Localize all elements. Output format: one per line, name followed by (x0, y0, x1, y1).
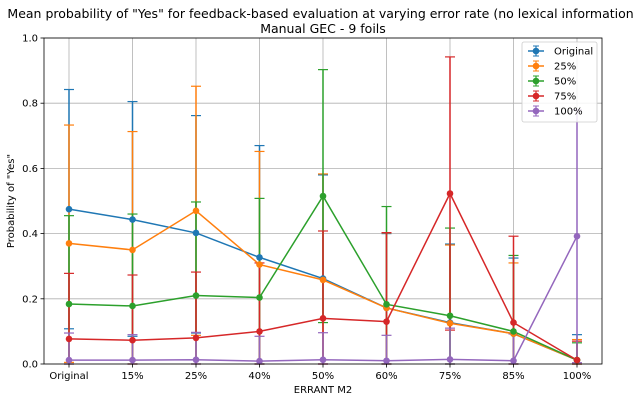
data-point-25 (256, 261, 263, 268)
data-point-original (256, 254, 263, 261)
series-points (65, 190, 581, 365)
y-tick-label: 0.0 (22, 360, 38, 371)
data-point-100 (446, 356, 454, 363)
data-point-25 (129, 246, 136, 254)
data-point-50 (256, 294, 263, 301)
data-point-100 (573, 232, 581, 240)
data-point-50 (319, 192, 327, 200)
y-tick-label: 0.2 (22, 294, 38, 305)
data-point-50 (65, 300, 73, 308)
data-point-50 (129, 302, 136, 310)
data-point-75 (256, 328, 263, 335)
y-tick-label: 0.4 (22, 229, 38, 240)
data-point-75 (65, 335, 73, 343)
data-point-75 (510, 319, 517, 326)
y-axis-label: Probability of "Yes" (6, 154, 17, 248)
chart-title: Mean probability of "Yes" for feedback-b… (7, 6, 634, 21)
legend-label-original: Original (554, 47, 593, 58)
data-point-50 (510, 328, 517, 335)
legend-label-25: 25% (554, 62, 576, 73)
y-tick-label: 1.0 (22, 34, 38, 45)
data-point-100 (129, 356, 136, 364)
data-point-75 (129, 336, 136, 344)
legend-label-100: 100% (554, 107, 583, 118)
x-tick-label: 100% (563, 371, 592, 382)
data-point-100 (383, 357, 390, 365)
data-point-100 (192, 356, 200, 364)
data-point-100 (510, 357, 517, 365)
x-tick-label: 50% (312, 371, 334, 382)
data-point-100 (256, 357, 263, 365)
data-point-100 (65, 356, 73, 364)
x-tick-label: Original (49, 371, 88, 382)
data-point-50 (192, 292, 200, 299)
x-tick-label: 25% (185, 371, 207, 382)
data-point-75 (319, 315, 327, 322)
data-point-original (192, 229, 200, 237)
legend-marker-50 (532, 77, 540, 85)
data-point-50 (383, 301, 390, 308)
data-point-75 (446, 190, 454, 197)
legend-marker-75 (532, 92, 540, 100)
x-tick-label: 60% (375, 371, 397, 382)
data-point-25 (65, 240, 73, 247)
data-point-25 (192, 207, 200, 215)
x-axis-label: ERRANT M2 (294, 385, 352, 396)
y-axis-ticks: 0.0 0.2 0.4 0.6 0.8 1.0 (22, 34, 44, 371)
x-tick-label: 85% (502, 371, 524, 382)
legend-marker-100 (532, 107, 540, 115)
data-point-original (129, 216, 136, 223)
x-tick-label: 40% (248, 371, 270, 382)
legend-marker-original (532, 47, 540, 55)
data-point-75 (383, 318, 390, 325)
data-point-25 (319, 276, 327, 284)
y-tick-label: 0.6 (22, 164, 38, 175)
data-point-75 (573, 356, 581, 364)
legend-label-50: 50% (554, 77, 576, 88)
chart-subtitle: Manual GEC - 9 foils (260, 21, 386, 36)
x-tick-label: 15% (121, 371, 143, 382)
y-tick-label: 0.8 (22, 99, 38, 110)
x-axis-ticks: Original 15% 25% 40% 50% 60% 75% 85% 100% (49, 364, 591, 382)
legend-marker-25 (532, 62, 540, 70)
legend-label-75: 75% (554, 92, 576, 103)
data-point-original (65, 205, 73, 213)
data-point-100 (319, 356, 327, 364)
x-tick-label: 75% (439, 371, 461, 382)
data-point-25 (446, 319, 454, 327)
legend-box (521, 41, 598, 123)
legend: Original 25% 50% 75% 100% (521, 41, 598, 123)
data-point-50 (446, 312, 454, 320)
data-point-75 (192, 334, 200, 342)
